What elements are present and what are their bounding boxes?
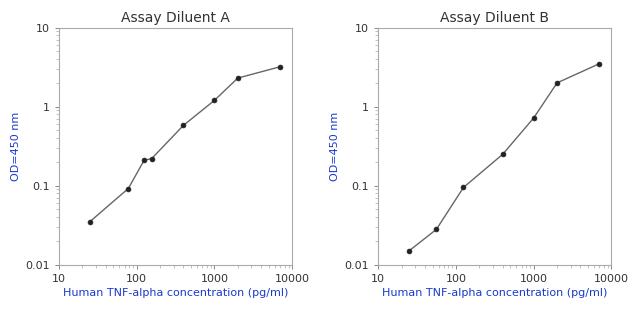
Title: Assay Diluent A: Assay Diluent A bbox=[121, 11, 230, 25]
Y-axis label: OD=450 nm: OD=450 nm bbox=[330, 112, 340, 181]
X-axis label: Human TNF-alpha concentration (pg/ml): Human TNF-alpha concentration (pg/ml) bbox=[63, 288, 288, 298]
Y-axis label: OD=450 nm: OD=450 nm bbox=[11, 112, 21, 181]
X-axis label: Human TNF-alpha concentration (pg/ml): Human TNF-alpha concentration (pg/ml) bbox=[382, 288, 607, 298]
Title: Assay Diluent B: Assay Diluent B bbox=[440, 11, 549, 25]
